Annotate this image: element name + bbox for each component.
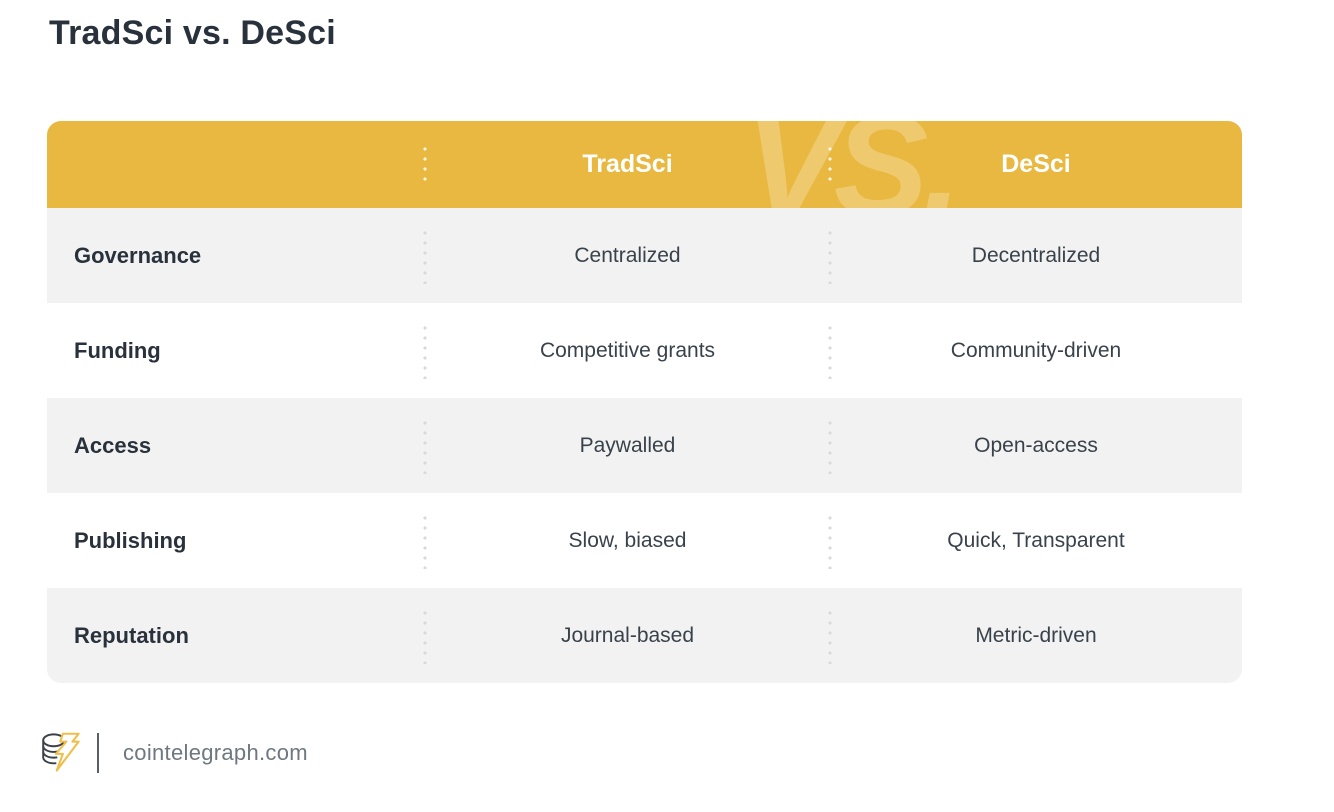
table-row: Reputation Journal-based Metric-driven — [47, 588, 1242, 683]
desci-value: Metric-driven — [975, 623, 1097, 647]
table-row: Governance Centralized Decentralized — [47, 208, 1242, 303]
footer-brand: cointelegraph.com — [40, 726, 308, 780]
dotted-separator — [828, 418, 832, 474]
table-header-row: VS. TradSci DeSci — [47, 121, 1242, 208]
table-row: Access Paywalled Open-access — [47, 398, 1242, 493]
desci-value: Quick, Transparent — [947, 528, 1125, 552]
dotted-separator — [828, 144, 832, 186]
column-header-label: TradSci — [582, 150, 673, 178]
dotted-separator — [423, 608, 427, 664]
dotted-separator — [423, 228, 427, 284]
vs-watermark: VS. — [745, 121, 962, 208]
dotted-separator — [828, 323, 832, 379]
table-row: Publishing Slow, biased Quick, Transpare… — [47, 493, 1242, 588]
dotted-separator — [423, 144, 427, 186]
desci-value: Open-access — [974, 433, 1098, 457]
tradsci-value: Paywalled — [579, 433, 676, 457]
row-label: Governance — [74, 242, 202, 268]
row-label: Funding — [74, 337, 161, 363]
tradsci-value: Competitive grants — [539, 338, 716, 362]
column-header-label: DeSci — [1001, 150, 1071, 178]
dotted-separator — [423, 418, 427, 474]
dotted-separator — [423, 513, 427, 569]
dotted-separator — [828, 513, 832, 569]
table-row: Funding Competitive grants Community-dri… — [47, 303, 1242, 398]
cointelegraph-coin-stack-lightning-icon — [42, 732, 80, 772]
row-label: Access — [74, 432, 152, 458]
header-cell-desci: DeSci — [830, 150, 1242, 179]
desci-value: Community-driven — [950, 338, 1122, 362]
page-title: TradSci vs. DeSci — [49, 14, 336, 52]
footer-divider — [97, 733, 99, 773]
comparison-table: VS. TradSci DeSci Governance Centralized… — [47, 121, 1242, 683]
footer-site-url: cointelegraph.com — [123, 740, 308, 765]
tradsci-value: Slow, biased — [568, 528, 687, 552]
tradsci-value: Centralized — [574, 243, 681, 267]
row-label: Reputation — [74, 622, 189, 648]
header-cell-tradsci: TradSci — [425, 150, 830, 179]
dotted-separator — [828, 228, 832, 284]
dotted-separator — [423, 323, 427, 379]
row-label: Publishing — [74, 527, 187, 553]
dotted-separator — [828, 608, 832, 664]
desci-value: Decentralized — [971, 243, 1101, 267]
tradsci-value: Journal-based — [560, 623, 695, 647]
